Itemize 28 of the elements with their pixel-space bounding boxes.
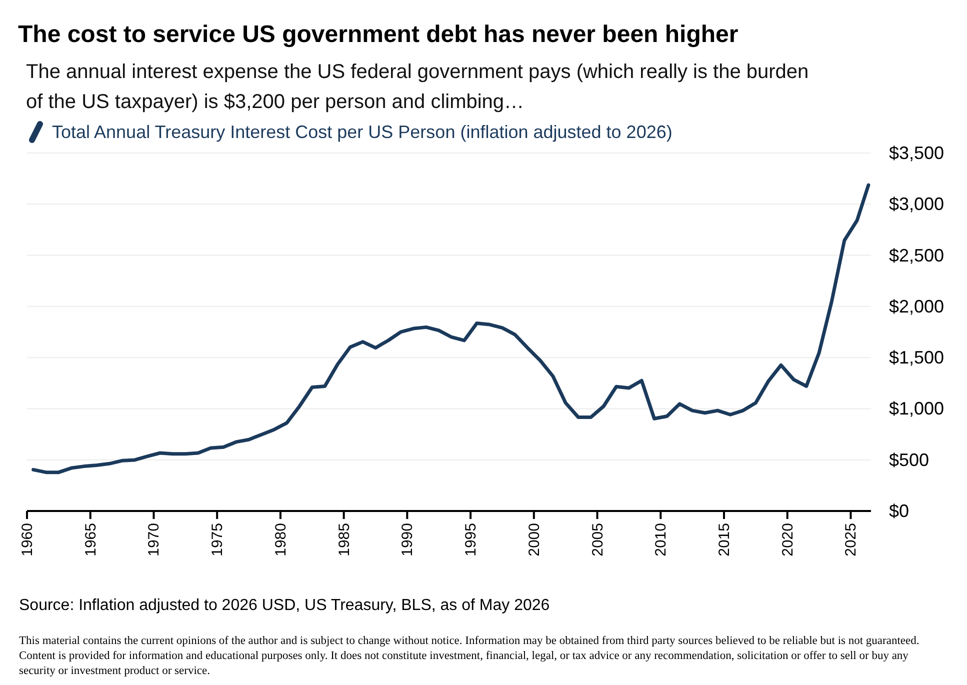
x-tick-label: 1980 bbox=[272, 523, 290, 556]
source-note: Source: Inflation adjusted to 2026 USD, US Treasury, BLS, as of May 2026 bbox=[19, 597, 550, 614]
y-tick-label: $2,500 bbox=[889, 245, 944, 266]
y-tick-label: $1,500 bbox=[889, 348, 944, 368]
y-tick-label: $1,000 bbox=[889, 398, 944, 419]
x-tick-label: 2000 bbox=[526, 523, 543, 556]
y-tick-label: $3,500 bbox=[889, 143, 944, 163]
x-tick-label: 2015 bbox=[716, 523, 733, 556]
chart-subtitle: The annual interest expense the US federal government pays (which really is the burden of the US taxpayer) is $3,200 per person and climbing… bbox=[26, 61, 809, 113]
chart-title: The cost to service US government debt has never been higher bbox=[18, 21, 738, 48]
y-tick-label: $500 bbox=[889, 450, 930, 470]
x-tick-label: 1990 bbox=[399, 523, 416, 556]
y-tick-label: $0 bbox=[889, 501, 910, 521]
x-tick-label: 2020 bbox=[779, 523, 796, 556]
x-tick-label: 1970 bbox=[146, 523, 163, 556]
y-tick-label: $3,000 bbox=[889, 194, 944, 214]
x-tick-label: 1960 bbox=[19, 523, 36, 556]
x-tick-label: 2005 bbox=[589, 523, 606, 556]
y-tick-label: $2,000 bbox=[889, 296, 944, 316]
text: This material contains the current opinions of the author and is subject to change without notice. Information may be obtained from third party sources believed to be reliable but is not guaranteed. Content is provided for information and educational purposes only. It does not constitute investment, financial, legal, or tax advice or any recommendation, solicitation or offer to sell or buy any security or investment product or service. bbox=[19, 635, 920, 677]
legend-label: Total Annual Treasury Interest Cost per US Person (inflation adjusted to 2026) bbox=[52, 122, 672, 142]
x-tick-label: 2010 bbox=[652, 523, 670, 556]
line-series bbox=[32, 183, 870, 474]
x-tick-label: 2025 bbox=[842, 523, 860, 556]
x-tick-label: 1995 bbox=[462, 523, 480, 556]
x-tick-label: 1975 bbox=[209, 523, 226, 556]
x-tick-label: 1985 bbox=[336, 523, 353, 556]
x-tick-label: 1965 bbox=[82, 523, 100, 556]
